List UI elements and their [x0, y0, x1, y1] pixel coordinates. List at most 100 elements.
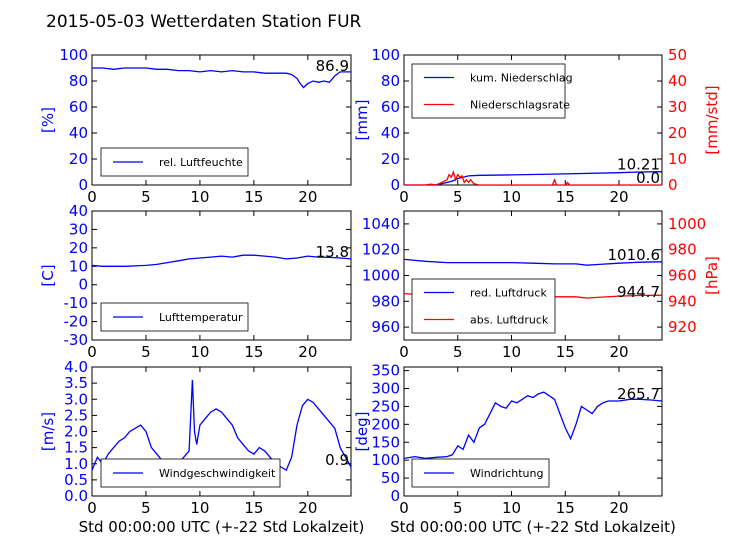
panel-precipitation: 0 5 10 15 20 0 20 40 60 80 100 0 10 20 30 40 50 [mm] [mm/s…	[353, 46, 721, 206]
y-tick-label: 0	[78, 176, 88, 194]
y-tick-label: -30	[64, 331, 89, 349]
y-tick-label: 100	[59, 46, 88, 64]
x-tick-label: 0	[87, 343, 97, 361]
y-tick-label: 80	[381, 72, 400, 90]
y-tick-label: 250	[371, 397, 400, 415]
x-tick-label: 15	[244, 188, 263, 206]
y-tick-label: 960	[371, 318, 400, 336]
legend-box	[411, 278, 556, 334]
y-right-tick-label: 940	[668, 292, 697, 310]
y-tick-label: 30	[69, 220, 88, 238]
y-tick-label: 100	[371, 46, 400, 64]
x-tick-label: 15	[556, 188, 575, 206]
y-tick-label: 20	[69, 150, 88, 168]
x-tick-label: 10	[502, 499, 521, 517]
last-value-label: 0.9	[325, 451, 349, 469]
x-tick-label: 5	[453, 343, 463, 361]
x-tick-label: 20	[298, 188, 317, 206]
series-line-lufttemperatur	[92, 254, 351, 267]
y-right-tick-label: 980	[668, 241, 697, 259]
panel-humidity: 0 5 10 15 20 0 20 40 60 80 100 [%] 86.9 rel. Luftfeuc…	[39, 46, 352, 206]
x-axis-label: Std 00:00:00 UTC (+-22 Std Lokalzeit)	[79, 518, 365, 536]
y-tick-label: 2.5	[64, 406, 88, 424]
y-tick-label: 0.0	[64, 487, 88, 505]
y-axis-label: [m/s]	[39, 412, 57, 451]
y-right-tick-label: 10	[668, 150, 687, 168]
legend-box	[411, 63, 566, 119]
y-right-axis-label: [hPa]	[703, 256, 721, 295]
y-right-tick-label: 30	[668, 98, 687, 116]
legend-label: abs. Luftdruck	[470, 314, 549, 327]
legend-label: Niederschlagsrate	[470, 99, 570, 112]
x-tick-label: 20	[298, 499, 317, 517]
figure-title: 2015-05-03 Wetterdaten Station FUR	[46, 12, 362, 32]
y-tick-label: 60	[69, 98, 88, 116]
legend-label: kum. Niederschlag	[470, 72, 573, 85]
x-tick-label: 10	[190, 188, 209, 206]
x-tick-label: 5	[141, 188, 151, 206]
y-tick-label: 1040	[362, 215, 400, 233]
axes-frame	[91, 210, 352, 341]
x-tick-label: 20	[298, 343, 317, 361]
legend-label: Windrichtung	[470, 467, 543, 480]
y-tick-label: 50	[381, 469, 400, 487]
series-line-rel-luftfeuchte	[92, 67, 351, 89]
y-tick-label: 1.0	[64, 455, 88, 473]
y-right-tick-label: 920	[668, 318, 697, 336]
y-tick-label: 10	[69, 257, 88, 275]
x-tick-label: 10	[190, 499, 209, 517]
panel-temperature: 0 5 10 15 20-30-20-10010203040[C]13.8Lufttem…	[39, 202, 352, 361]
y-axis-label: [C]	[39, 264, 57, 286]
y-tick-label: 80	[69, 72, 88, 90]
y-right-tick-label: 960	[668, 267, 697, 285]
y-tick-label: 4.0	[64, 358, 88, 376]
legend-label: rel. Luftfeuchte	[159, 156, 243, 169]
last-value-label: 13.8	[316, 243, 349, 261]
y-tick-label: 40	[69, 202, 88, 220]
y-tick-label: 0	[390, 487, 400, 505]
x-tick-label: 10	[190, 343, 209, 361]
x-tick-label: 15	[244, 499, 263, 517]
y-right-tick-label: 50	[668, 46, 687, 64]
x-tick-label: 5	[453, 188, 463, 206]
y-tick-label: 60	[381, 98, 400, 116]
legend-label: Lufttemperatur	[159, 311, 243, 324]
axes-frame	[403, 366, 663, 497]
last-value-label: 265.7	[617, 385, 660, 403]
y-tick-label: 2.0	[64, 423, 88, 441]
y-right-tick-label: 40	[668, 72, 687, 90]
last-value-label: 86.9	[316, 57, 349, 75]
x-tick-label: 0	[87, 499, 97, 517]
y-tick-label: 0.5	[64, 471, 88, 489]
y-tick-label: 200	[371, 415, 400, 433]
y-axis-label: [deg]	[353, 412, 371, 452]
y-right-tick-label: 1000	[668, 215, 706, 233]
y-tick-label: 20	[69, 239, 88, 257]
x-axis-label: Std 00:00:00 UTC (+-22 Std Lokalzeit)	[390, 518, 676, 536]
x-tick-label: 20	[609, 188, 628, 206]
y-tick-label: 100	[371, 451, 400, 469]
y-tick-label: 0	[390, 176, 400, 194]
y-tick-label: -20	[64, 313, 89, 331]
y-tick-label: 1020	[362, 241, 400, 259]
series-line-windrichtung	[404, 391, 662, 460]
last-value-label-2: 944.7	[617, 283, 660, 301]
panel-wind-speed: 0 5 10 15 20 0.00.51.01.52.02.53.03.54.0 [m/s]…	[39, 358, 364, 536]
legend-label: red. Luftdruck	[470, 287, 547, 300]
y-tick-label: 40	[381, 124, 400, 142]
y-tick-label: 350	[371, 362, 400, 380]
last-value-label: 1010.6	[608, 246, 661, 264]
x-tick-label: 0	[399, 499, 409, 517]
y-tick-label: 20	[381, 150, 400, 168]
y-tick-label: 3.0	[64, 390, 88, 408]
y-tick-label: 3.5	[64, 374, 88, 392]
y-tick-label: 300	[371, 380, 400, 398]
y-tick-label: 1000	[362, 267, 400, 285]
x-tick-label: 0	[87, 188, 97, 206]
y-right-tick-label: 0	[668, 176, 678, 194]
y-tick-label: 980	[371, 292, 400, 310]
last-value-label: 10.21	[617, 156, 660, 174]
x-tick-label: 20	[609, 343, 628, 361]
y-axis-label: [mm]	[353, 100, 371, 141]
